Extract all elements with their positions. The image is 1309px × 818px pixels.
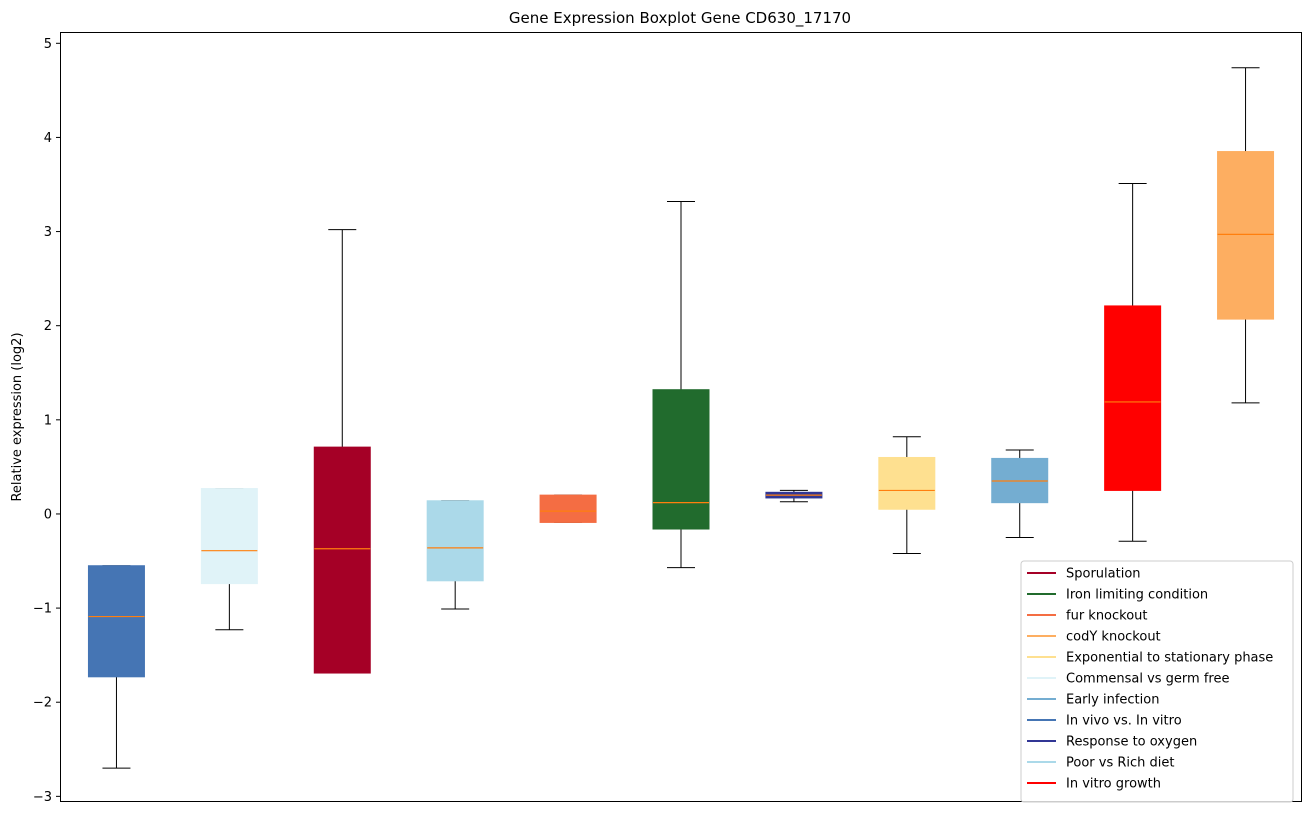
legend-label: Exponential to stationary phase bbox=[1066, 651, 1273, 666]
y-tick-label: −1 bbox=[33, 602, 52, 617]
box-body bbox=[539, 494, 597, 523]
box-poor-vs-rich-diet bbox=[426, 500, 484, 610]
box-response-to-oxygen bbox=[765, 489, 823, 503]
y-tick-label: 1 bbox=[44, 413, 52, 428]
box-body bbox=[1104, 305, 1162, 491]
y-tick-label: 5 bbox=[44, 37, 52, 52]
y-tick-label: 4 bbox=[44, 131, 52, 146]
legend-label: Sporulation bbox=[1066, 567, 1141, 582]
box-commensal-vs-germ-free bbox=[200, 488, 258, 631]
box-in-vivo-vs-in-vitro bbox=[87, 565, 145, 769]
y-tick-label: 0 bbox=[44, 507, 52, 522]
box-body bbox=[200, 488, 258, 585]
box-sporulation bbox=[313, 229, 371, 674]
box-iron-limiting-condition bbox=[652, 200, 710, 569]
y-tick-label: −3 bbox=[33, 790, 52, 805]
boxes bbox=[87, 67, 1275, 769]
box-in-vitro-growth bbox=[1104, 183, 1162, 542]
box-body bbox=[1217, 151, 1275, 320]
legend: Sporulation Iron limiting condition fur kn… bbox=[1020, 560, 1294, 803]
plot-frame bbox=[60, 32, 1302, 802]
chart-title: Gene Expression Boxplot Gene CD630_17170 bbox=[509, 9, 851, 28]
legend-label: Poor vs Rich diet bbox=[1066, 756, 1174, 771]
legend-frame bbox=[1020, 560, 1294, 803]
box-body bbox=[652, 389, 710, 530]
y-axis: −3 −2 −1 0 1 2 3 4 5 bbox=[33, 37, 60, 805]
box-cody-knockout bbox=[1217, 67, 1275, 404]
legend-label: Iron limiting condition bbox=[1066, 588, 1208, 603]
y-tick-label: 2 bbox=[44, 319, 52, 334]
box-fur-knockout bbox=[539, 494, 597, 523]
legend-label: In vivo vs. In vitro bbox=[1066, 714, 1182, 729]
legend-label: In vitro growth bbox=[1066, 777, 1161, 792]
box-early-infection bbox=[991, 449, 1049, 538]
legend-label: Commensal vs germ free bbox=[1066, 672, 1229, 687]
y-tick-label: 3 bbox=[44, 225, 52, 240]
box-body bbox=[426, 500, 484, 582]
legend-label: fur knockout bbox=[1066, 609, 1148, 624]
box-body bbox=[313, 446, 371, 674]
legend-label: codY knockout bbox=[1066, 630, 1161, 645]
legend-label: Response to oxygen bbox=[1066, 735, 1197, 750]
box-body bbox=[878, 456, 936, 510]
legend-label: Early infection bbox=[1066, 693, 1159, 708]
y-tick-label: −2 bbox=[33, 696, 52, 711]
box-body bbox=[87, 565, 145, 678]
y-axis-label: Relative expression (log2) bbox=[10, 332, 25, 501]
box-exponential-to-stationary-phase bbox=[878, 436, 936, 554]
